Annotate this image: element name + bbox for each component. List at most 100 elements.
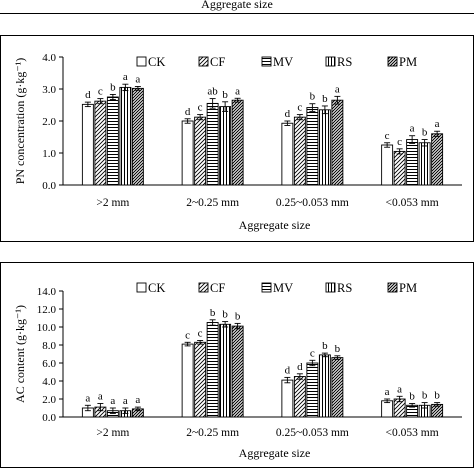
significance-letter: c [198, 328, 203, 340]
legend-label-cf: CF [210, 55, 225, 69]
bar-pm [131, 87, 144, 186]
legend-label-ck: CK [148, 55, 165, 69]
legend-swatch-ck [136, 282, 147, 293]
significance-letter: a [335, 83, 340, 95]
y-tick-label: 4.0 [42, 52, 56, 64]
x-category-label: <0.053 mm [386, 197, 439, 209]
significance-letter: b [409, 391, 415, 403]
y-tick-label: 1.0 [42, 148, 56, 160]
legend-label-mv: MV [273, 281, 293, 295]
significance-letter: a [123, 395, 128, 407]
bar-rs [318, 354, 331, 418]
y-axis-title: PN concentration (g·kg⁻¹) [13, 58, 27, 185]
significance-letter: ab [207, 86, 218, 98]
bar-mv [406, 139, 419, 186]
bar-ck [381, 400, 394, 418]
top-caption: Aggregate size [201, 0, 273, 11]
bar-rs [219, 323, 232, 418]
significance-letter: c [198, 102, 203, 114]
significance-letter: a [135, 73, 140, 85]
significance-letter: b [110, 81, 116, 93]
significance-letter: d [285, 108, 291, 120]
x-category-label: >2 mm [96, 197, 129, 209]
significance-letter: b [310, 91, 316, 103]
x-category-label: 2~0.25 mm [186, 427, 239, 439]
bar-cf [293, 116, 306, 186]
y-tick-label: 0.0 [42, 412, 56, 424]
x-category-label: 0.25~0.053 mm [276, 197, 349, 209]
significance-letter: b [434, 390, 440, 402]
bar-cf [393, 150, 406, 186]
significance-letter: d [285, 364, 291, 376]
legend-swatch-rs [325, 282, 336, 293]
significance-letter: b [222, 309, 228, 321]
significance-letter: a [98, 391, 103, 403]
bar-mv [306, 362, 319, 418]
significance-letter: c [297, 102, 302, 114]
y-tick-label: 4.0 [42, 376, 56, 388]
significance-letter: b [422, 390, 428, 402]
bar-rs [418, 142, 431, 186]
significance-letter: a [410, 123, 415, 135]
bar-rs [119, 86, 132, 186]
bar-cf [94, 100, 107, 186]
bar-mv [206, 102, 219, 186]
legend-swatch-cf [198, 56, 209, 67]
legend-label-pm: PM [399, 281, 417, 295]
significance-letter: a [85, 392, 90, 404]
legend-swatch-mv [261, 282, 272, 293]
significance-letter: d [297, 361, 303, 373]
y-tick-label: 10.0 [37, 322, 57, 334]
significance-letter: b [322, 340, 328, 352]
bar-ck [181, 120, 194, 186]
y-tick-label: 2.0 [42, 116, 56, 128]
significance-letter: a [435, 118, 440, 130]
significance-letter: b [335, 343, 341, 355]
bar-ck [281, 122, 294, 186]
y-tick-label: 2.0 [42, 394, 56, 406]
significance-letter: a [123, 71, 128, 83]
significance-letter: b [210, 307, 216, 319]
significance-letter: a [385, 386, 390, 398]
bar-cf [194, 116, 207, 186]
significance-letter: d [85, 89, 91, 101]
legend-label-ck: CK [148, 281, 165, 295]
chart-ac-content: 0.0 2.0 4.0 6.0 8.0 10.0 12.0 14.0 AC content (g… [13, 281, 462, 460]
bar-mv [206, 322, 219, 418]
y-tick-label: 0.0 [42, 180, 56, 192]
bar-rs [318, 109, 331, 186]
x-axis-title: Aggregate size [239, 446, 311, 460]
bar-pm [231, 99, 244, 186]
legend-label-mv: MV [273, 55, 293, 69]
significance-letter: a [135, 394, 140, 406]
significance-letter: c [397, 136, 402, 148]
x-category-label: >2 mm [96, 427, 129, 439]
y-tick-label: 3.0 [42, 84, 56, 96]
legend-label-rs: RS [337, 281, 352, 295]
legend-swatch-rs [325, 56, 336, 67]
bar-pm [431, 133, 444, 186]
significance-letter: a [110, 395, 115, 407]
y-tick-label: 12.0 [37, 304, 57, 316]
significance-letter: b [322, 93, 328, 105]
significance-letter: b [235, 310, 241, 322]
significance-letter: a [397, 383, 402, 395]
bar-pm [331, 357, 344, 418]
bar-ck [381, 144, 394, 186]
y-tick-label: 6.0 [42, 358, 56, 370]
bar-cf [194, 341, 207, 418]
x-category-label: 2~0.25 mm [186, 197, 239, 209]
significance-letter: d [185, 106, 191, 118]
y-axis-title: AC content (g·kg⁻¹) [13, 305, 27, 403]
legend-label-pm: PM [399, 55, 417, 69]
significance-letter: c [310, 347, 315, 359]
significance-letter: c [385, 130, 390, 142]
bar-mv [106, 96, 119, 186]
legend-label-cf: CF [210, 281, 225, 295]
bar-pm [231, 325, 244, 418]
x-axis-title: Aggregate size [239, 218, 311, 232]
y-tick-label: 14.0 [37, 286, 57, 298]
bar-pm [331, 99, 344, 186]
x-category-label: <0.053 mm [386, 427, 439, 439]
bar-ck [81, 103, 94, 186]
